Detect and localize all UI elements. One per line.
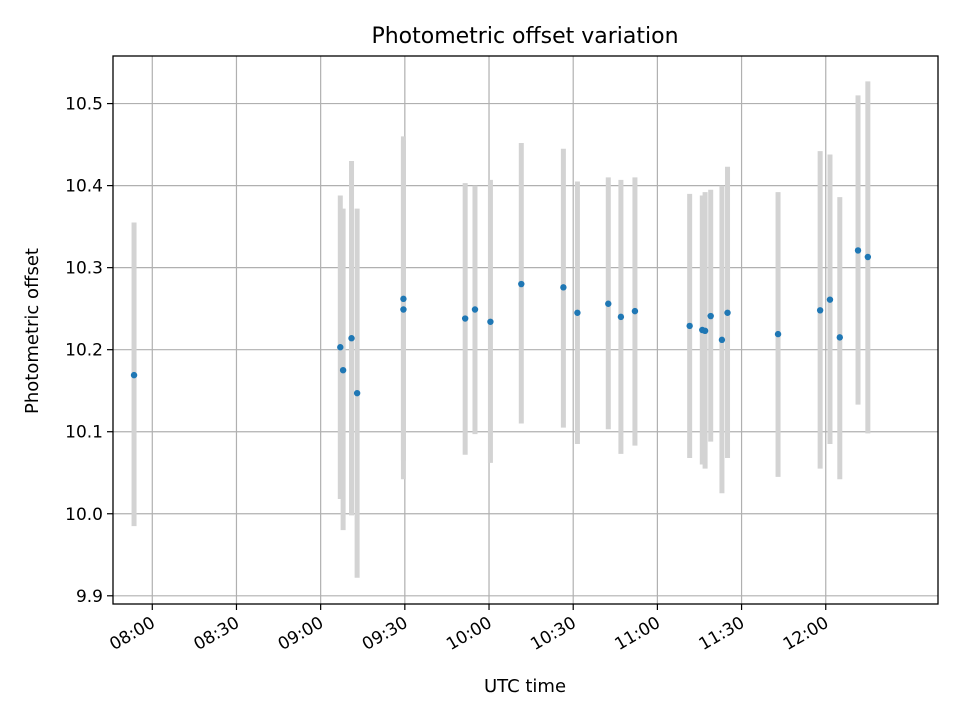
data-point: [701, 327, 709, 335]
data-point: [864, 253, 872, 261]
data-point: [574, 309, 581, 316]
data-point: [774, 330, 782, 338]
y-tick-label: 10.0: [65, 505, 103, 525]
data-points: [130, 247, 872, 397]
plot-frame: [112, 55, 939, 605]
data-point: [487, 318, 494, 325]
data-point: [518, 280, 525, 288]
data-point: [718, 336, 726, 344]
y-axis-ticks: 9.9 10.0 10.1 10.2 10.3 10.4 10.5: [65, 95, 113, 607]
data-point: [461, 315, 469, 322]
y-tick-label: 10.3: [65, 259, 103, 279]
data-point: [353, 389, 361, 397]
data-point: [854, 247, 862, 254]
data-point: [560, 284, 567, 291]
data-point: [816, 307, 824, 314]
data-point: [836, 334, 843, 341]
y-tick-label: 9.9: [76, 587, 103, 607]
data-point: [605, 300, 612, 307]
y-tick-label: 10.5: [65, 95, 103, 115]
y-tick-label: 10.4: [65, 177, 103, 197]
data-point: [130, 371, 138, 379]
data-point: [339, 366, 347, 374]
data-point: [631, 307, 639, 315]
data-point: [724, 309, 731, 316]
y-tick-label: 10.2: [65, 341, 103, 361]
data-point: [471, 306, 479, 313]
data-point: [337, 344, 344, 351]
data-point: [400, 306, 407, 313]
x-axis-label: UTC time: [484, 676, 566, 697]
data-point: [348, 335, 355, 342]
data-point: [400, 295, 407, 303]
data-point: [826, 296, 834, 303]
y-axis-label: Photometric offset: [22, 248, 43, 414]
data-point: [707, 312, 714, 320]
y-tick-label: 10.1: [65, 423, 103, 443]
data-point: [686, 322, 693, 330]
data-point: [617, 313, 625, 321]
chart-title: Photometric offset variation: [371, 24, 678, 49]
